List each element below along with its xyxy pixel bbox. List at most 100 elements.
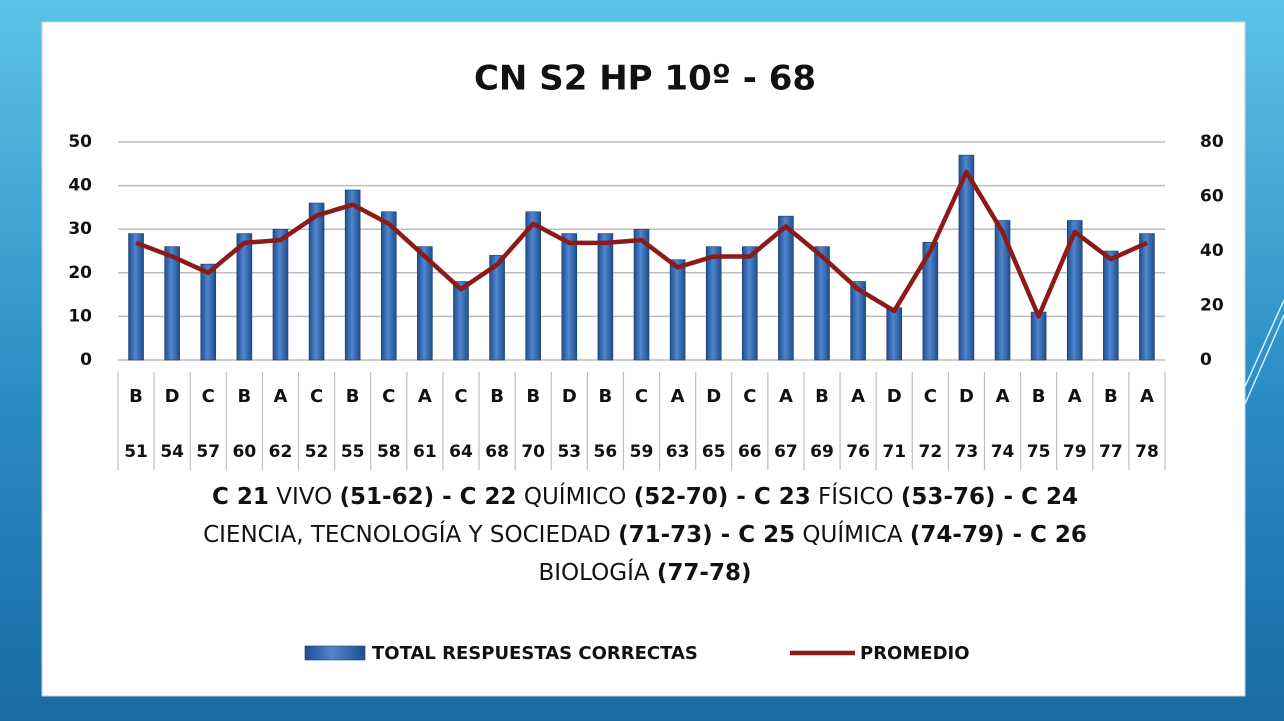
note-part: (71-73) - C 25 — [618, 522, 796, 548]
bar — [236, 233, 253, 361]
bar — [1066, 220, 1083, 361]
note-part: FÍSICO — [810, 484, 901, 510]
x-tick-label-2: 73 — [955, 442, 979, 462]
x-tick-label-2: 59 — [630, 442, 654, 462]
line — [135, 169, 1148, 319]
bar — [597, 233, 614, 361]
x-tick-label: B — [815, 386, 829, 407]
y-tick-label: 50 — [68, 132, 92, 152]
note-part: (52-70) - C 23 — [633, 484, 811, 510]
x-tick-label: A — [996, 386, 1010, 407]
bar — [633, 228, 650, 361]
x-tick-label-2: 70 — [521, 442, 545, 462]
bar — [994, 220, 1011, 361]
x-tick-label: A — [418, 386, 432, 407]
bar — [308, 202, 325, 361]
y-tick-label: 0 — [80, 350, 92, 370]
bar — [164, 246, 180, 361]
note-part: QUÍMICO — [516, 484, 634, 510]
x-tick-label-2: 53 — [557, 442, 581, 462]
note-part: QUÍMICA — [795, 522, 910, 548]
bar — [453, 281, 469, 361]
x-tick-label-2: 62 — [269, 442, 293, 462]
x-tick-label-2: 72 — [918, 442, 942, 462]
note-part: CIENCIA, TECNOLOGÍA Y SOCIEDAD — [203, 522, 619, 548]
x-tick-label-2: 71 — [882, 442, 906, 462]
x-tick-label: C — [743, 386, 756, 407]
y-tick-label: 40 — [68, 176, 92, 196]
x-tick-label-2: 57 — [196, 442, 220, 462]
x-tick-label-2: 77 — [1099, 442, 1123, 462]
bar — [417, 246, 433, 361]
x-tick-label-2: 67 — [774, 442, 798, 462]
bar — [814, 246, 830, 361]
x-tick-label: C — [924, 386, 937, 407]
x-tick-label: D — [165, 386, 180, 407]
y2-tick-label: 0 — [1200, 350, 1212, 370]
y2-tick-label: 20 — [1200, 296, 1224, 316]
note: C 21 VIVO (51-62) - C 22 QUÍMICO (52-70)… — [170, 478, 1120, 592]
bar — [561, 233, 578, 361]
x-tick-label-2: 68 — [485, 442, 509, 462]
x-tick-label: A — [273, 386, 287, 407]
chart-title: CN S2 HP 10º - 68 — [474, 59, 816, 99]
x-tick-label: A — [1140, 386, 1154, 407]
bar — [1139, 233, 1155, 361]
note-part: (77-78) — [656, 560, 752, 586]
x-tick-label: D — [887, 386, 902, 407]
bar — [489, 255, 505, 361]
decor-line — [1237, 314, 1284, 421]
x-tick-label-2: 79 — [1063, 442, 1087, 462]
x-tick-label-2: 69 — [810, 442, 834, 462]
y-tick-label: 10 — [68, 306, 92, 326]
bar — [958, 154, 975, 361]
x-tick-label: C — [454, 386, 467, 407]
x-tick-label: D — [706, 386, 721, 407]
x-tick-label-2: 61 — [413, 442, 437, 462]
bar — [200, 263, 217, 361]
bar — [272, 228, 289, 361]
note-part: (51-62) - C 22 — [339, 484, 517, 510]
note-part: BIOLOGÍA — [538, 560, 657, 586]
x-tick-label-2: 76 — [846, 442, 870, 462]
y2-tick-label: 80 — [1200, 132, 1224, 152]
x-tick-label: B — [237, 386, 251, 407]
x-tick-label: B — [1104, 386, 1118, 407]
note-part: (53-76) - C 24 — [900, 484, 1078, 510]
y-tick-label: 30 — [68, 219, 92, 239]
note-part: (74-79) - C 26 — [909, 522, 1087, 548]
x-tick-label-2: 51 — [124, 442, 148, 462]
x-tick-label: B — [1032, 386, 1046, 407]
legend-swatch — [304, 645, 366, 661]
bar — [1103, 250, 1119, 361]
y2-tick-label: 60 — [1200, 187, 1224, 207]
bar — [922, 241, 939, 361]
x-tick-label: B — [526, 386, 540, 407]
bar — [778, 215, 794, 361]
legend-label: TOTAL RESPUESTAS CORRECTAS — [372, 643, 698, 664]
x-tick-label: A — [1068, 386, 1082, 407]
bar — [344, 189, 361, 361]
bar — [380, 211, 397, 361]
x-tick-label: B — [346, 386, 360, 407]
y-tick-label: 20 — [68, 263, 92, 283]
x-tick-label: C — [382, 386, 395, 407]
note-part: C 21 — [212, 484, 269, 510]
x-tick-label: D — [959, 386, 974, 407]
x-tick-label: C — [202, 386, 215, 407]
x-tick-label-2: 55 — [341, 442, 365, 462]
x-tick-label: A — [671, 386, 685, 407]
legend-label: PROMEDIO — [860, 643, 970, 664]
x-tick-label-2: 74 — [991, 442, 1015, 462]
bar — [705, 246, 722, 361]
x-tick-label-2: 60 — [233, 442, 257, 462]
bar — [525, 211, 541, 361]
x-tick-label: A — [779, 386, 793, 407]
x-tick-label: C — [635, 386, 648, 407]
x-tick-label-2: 52 — [305, 442, 329, 462]
x-tick-label-2: 63 — [666, 442, 690, 462]
x-tick-label: B — [599, 386, 613, 407]
bar — [128, 233, 144, 361]
